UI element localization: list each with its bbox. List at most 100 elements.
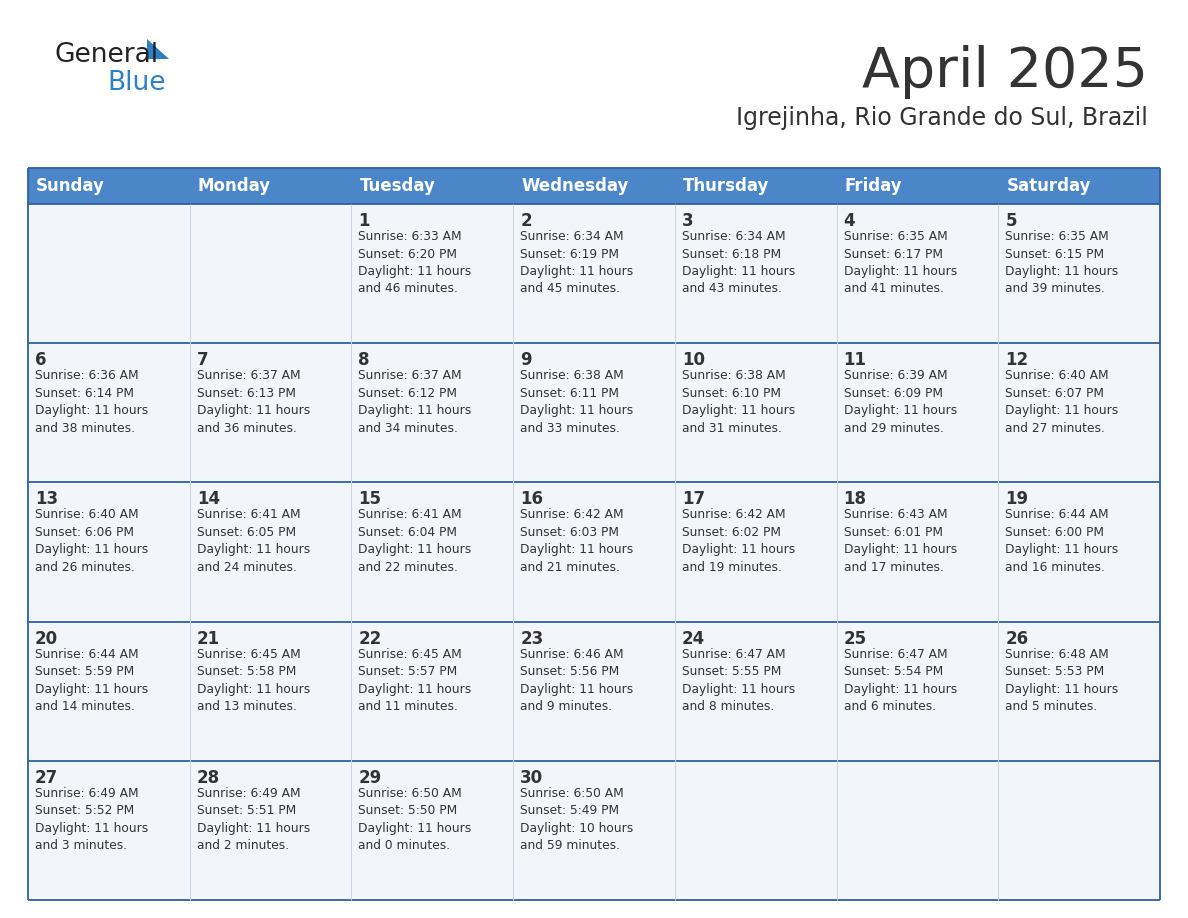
Text: Sunrise: 6:35 AM
Sunset: 6:15 PM
Daylight: 11 hours
and 39 minutes.: Sunrise: 6:35 AM Sunset: 6:15 PM Dayligh… xyxy=(1005,230,1119,296)
Text: Sunrise: 6:34 AM
Sunset: 6:19 PM
Daylight: 11 hours
and 45 minutes.: Sunrise: 6:34 AM Sunset: 6:19 PM Dayligh… xyxy=(520,230,633,296)
Text: 15: 15 xyxy=(359,490,381,509)
Text: 14: 14 xyxy=(197,490,220,509)
Text: Sunrise: 6:33 AM
Sunset: 6:20 PM
Daylight: 11 hours
and 46 minutes.: Sunrise: 6:33 AM Sunset: 6:20 PM Dayligh… xyxy=(359,230,472,296)
Bar xyxy=(352,168,513,204)
Text: 20: 20 xyxy=(34,630,58,647)
Text: Sunrise: 6:37 AM
Sunset: 6:13 PM
Daylight: 11 hours
and 36 minutes.: Sunrise: 6:37 AM Sunset: 6:13 PM Dayligh… xyxy=(197,369,310,435)
Text: Sunrise: 6:38 AM
Sunset: 6:11 PM
Daylight: 11 hours
and 33 minutes.: Sunrise: 6:38 AM Sunset: 6:11 PM Dayligh… xyxy=(520,369,633,435)
Text: 11: 11 xyxy=(843,352,866,369)
Text: Sunrise: 6:45 AM
Sunset: 5:57 PM
Daylight: 11 hours
and 11 minutes.: Sunrise: 6:45 AM Sunset: 5:57 PM Dayligh… xyxy=(359,647,472,713)
Text: 19: 19 xyxy=(1005,490,1029,509)
Polygon shape xyxy=(147,39,169,59)
Text: Sunday: Sunday xyxy=(36,177,105,195)
Text: 3: 3 xyxy=(682,212,694,230)
Bar xyxy=(836,621,998,761)
Bar xyxy=(836,343,998,482)
Bar xyxy=(998,761,1159,900)
Text: 21: 21 xyxy=(197,630,220,647)
Text: General: General xyxy=(55,42,159,68)
Bar xyxy=(998,621,1159,761)
Text: 5: 5 xyxy=(1005,212,1017,230)
Text: Blue: Blue xyxy=(107,70,165,96)
Bar xyxy=(675,482,836,621)
Bar xyxy=(29,204,190,343)
Text: Sunrise: 6:44 AM
Sunset: 6:00 PM
Daylight: 11 hours
and 16 minutes.: Sunrise: 6:44 AM Sunset: 6:00 PM Dayligh… xyxy=(1005,509,1119,574)
Text: Friday: Friday xyxy=(845,177,902,195)
Bar xyxy=(998,168,1159,204)
Bar xyxy=(675,621,836,761)
Text: Sunrise: 6:34 AM
Sunset: 6:18 PM
Daylight: 11 hours
and 43 minutes.: Sunrise: 6:34 AM Sunset: 6:18 PM Dayligh… xyxy=(682,230,795,296)
Bar xyxy=(29,482,190,621)
Text: Sunrise: 6:40 AM
Sunset: 6:06 PM
Daylight: 11 hours
and 26 minutes.: Sunrise: 6:40 AM Sunset: 6:06 PM Dayligh… xyxy=(34,509,148,574)
Bar xyxy=(513,343,675,482)
Bar xyxy=(190,343,352,482)
Text: 17: 17 xyxy=(682,490,704,509)
Bar xyxy=(352,482,513,621)
Text: 18: 18 xyxy=(843,490,866,509)
Text: 25: 25 xyxy=(843,630,867,647)
Text: Thursday: Thursday xyxy=(683,177,770,195)
Text: Saturday: Saturday xyxy=(1006,177,1091,195)
Text: Sunrise: 6:49 AM
Sunset: 5:51 PM
Daylight: 11 hours
and 2 minutes.: Sunrise: 6:49 AM Sunset: 5:51 PM Dayligh… xyxy=(197,787,310,852)
Text: Sunrise: 6:35 AM
Sunset: 6:17 PM
Daylight: 11 hours
and 41 minutes.: Sunrise: 6:35 AM Sunset: 6:17 PM Dayligh… xyxy=(843,230,956,296)
Text: Igrejinha, Rio Grande do Sul, Brazil: Igrejinha, Rio Grande do Sul, Brazil xyxy=(737,106,1148,130)
Text: 29: 29 xyxy=(359,768,381,787)
Bar xyxy=(513,761,675,900)
Bar xyxy=(513,168,675,204)
Text: Sunrise: 6:41 AM
Sunset: 6:05 PM
Daylight: 11 hours
and 24 minutes.: Sunrise: 6:41 AM Sunset: 6:05 PM Dayligh… xyxy=(197,509,310,574)
Text: 12: 12 xyxy=(1005,352,1029,369)
Text: 4: 4 xyxy=(843,212,855,230)
Text: Sunrise: 6:45 AM
Sunset: 5:58 PM
Daylight: 11 hours
and 13 minutes.: Sunrise: 6:45 AM Sunset: 5:58 PM Dayligh… xyxy=(197,647,310,713)
Text: Sunrise: 6:38 AM
Sunset: 6:10 PM
Daylight: 11 hours
and 31 minutes.: Sunrise: 6:38 AM Sunset: 6:10 PM Dayligh… xyxy=(682,369,795,435)
Text: 7: 7 xyxy=(197,352,208,369)
Bar xyxy=(29,168,190,204)
Text: 22: 22 xyxy=(359,630,381,647)
Bar xyxy=(675,761,836,900)
Text: Sunrise: 6:42 AM
Sunset: 6:03 PM
Daylight: 11 hours
and 21 minutes.: Sunrise: 6:42 AM Sunset: 6:03 PM Dayligh… xyxy=(520,509,633,574)
Bar xyxy=(190,621,352,761)
Text: 6: 6 xyxy=(34,352,46,369)
Bar xyxy=(836,482,998,621)
Text: Wednesday: Wednesday xyxy=(522,177,628,195)
Bar xyxy=(675,343,836,482)
Bar xyxy=(998,204,1159,343)
Bar xyxy=(998,482,1159,621)
Text: April 2025: April 2025 xyxy=(862,45,1148,99)
Text: Sunrise: 6:48 AM
Sunset: 5:53 PM
Daylight: 11 hours
and 5 minutes.: Sunrise: 6:48 AM Sunset: 5:53 PM Dayligh… xyxy=(1005,647,1119,713)
Text: 10: 10 xyxy=(682,352,704,369)
Bar xyxy=(836,204,998,343)
Bar xyxy=(513,621,675,761)
Bar xyxy=(29,621,190,761)
Bar xyxy=(352,204,513,343)
Text: 27: 27 xyxy=(34,768,58,787)
Text: Tuesday: Tuesday xyxy=(360,177,435,195)
Text: 30: 30 xyxy=(520,768,543,787)
Bar xyxy=(513,204,675,343)
Text: 1: 1 xyxy=(359,212,369,230)
Text: Sunrise: 6:50 AM
Sunset: 5:49 PM
Daylight: 10 hours
and 59 minutes.: Sunrise: 6:50 AM Sunset: 5:49 PM Dayligh… xyxy=(520,787,633,852)
Bar xyxy=(352,761,513,900)
Text: 28: 28 xyxy=(197,768,220,787)
Text: 26: 26 xyxy=(1005,630,1029,647)
Bar xyxy=(836,761,998,900)
Text: Sunrise: 6:50 AM
Sunset: 5:50 PM
Daylight: 11 hours
and 0 minutes.: Sunrise: 6:50 AM Sunset: 5:50 PM Dayligh… xyxy=(359,787,472,852)
Text: 9: 9 xyxy=(520,352,532,369)
Text: Sunrise: 6:42 AM
Sunset: 6:02 PM
Daylight: 11 hours
and 19 minutes.: Sunrise: 6:42 AM Sunset: 6:02 PM Dayligh… xyxy=(682,509,795,574)
Bar xyxy=(190,761,352,900)
Text: Sunrise: 6:47 AM
Sunset: 5:54 PM
Daylight: 11 hours
and 6 minutes.: Sunrise: 6:47 AM Sunset: 5:54 PM Dayligh… xyxy=(843,647,956,713)
Bar xyxy=(190,168,352,204)
Text: Monday: Monday xyxy=(197,177,271,195)
Bar xyxy=(998,343,1159,482)
Text: Sunrise: 6:47 AM
Sunset: 5:55 PM
Daylight: 11 hours
and 8 minutes.: Sunrise: 6:47 AM Sunset: 5:55 PM Dayligh… xyxy=(682,647,795,713)
Bar xyxy=(190,482,352,621)
Bar xyxy=(190,204,352,343)
Text: Sunrise: 6:49 AM
Sunset: 5:52 PM
Daylight: 11 hours
and 3 minutes.: Sunrise: 6:49 AM Sunset: 5:52 PM Dayligh… xyxy=(34,787,148,852)
Bar xyxy=(675,168,836,204)
Bar xyxy=(513,482,675,621)
Text: Sunrise: 6:37 AM
Sunset: 6:12 PM
Daylight: 11 hours
and 34 minutes.: Sunrise: 6:37 AM Sunset: 6:12 PM Dayligh… xyxy=(359,369,472,435)
Text: 24: 24 xyxy=(682,630,706,647)
Text: Sunrise: 6:39 AM
Sunset: 6:09 PM
Daylight: 11 hours
and 29 minutes.: Sunrise: 6:39 AM Sunset: 6:09 PM Dayligh… xyxy=(843,369,956,435)
Text: Sunrise: 6:40 AM
Sunset: 6:07 PM
Daylight: 11 hours
and 27 minutes.: Sunrise: 6:40 AM Sunset: 6:07 PM Dayligh… xyxy=(1005,369,1119,435)
Text: 13: 13 xyxy=(34,490,58,509)
Bar xyxy=(836,168,998,204)
